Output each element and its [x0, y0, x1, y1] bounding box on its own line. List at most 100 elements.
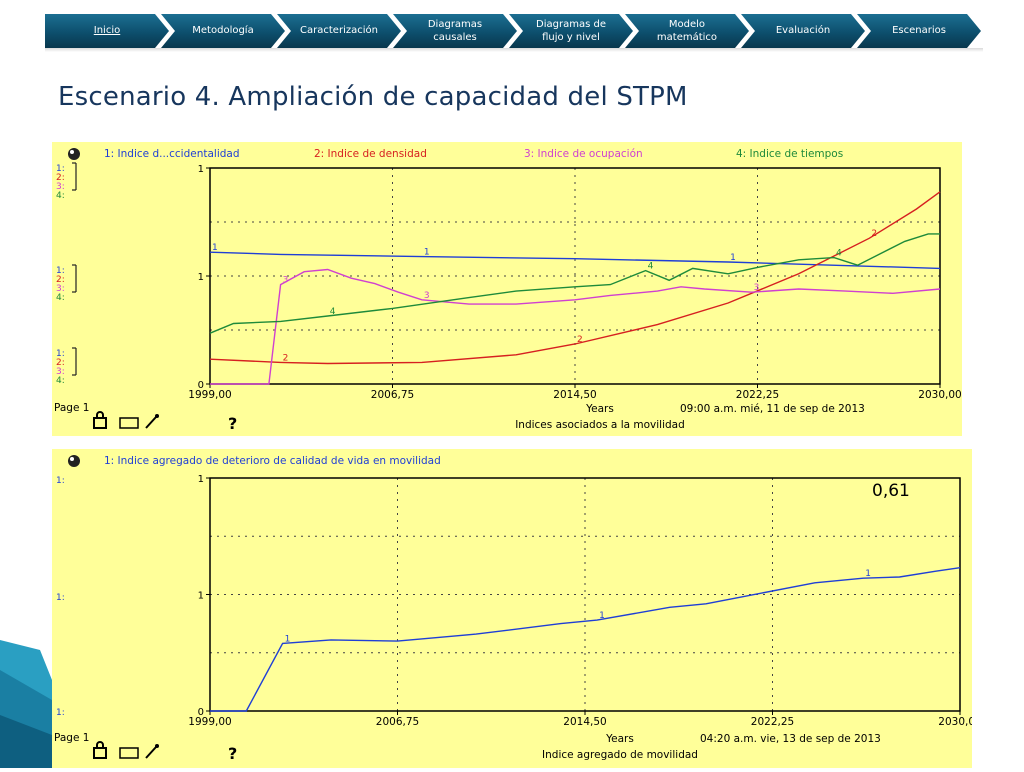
scale-label: 1: — [56, 593, 65, 603]
x-tick-label: 2030,00 — [938, 716, 972, 728]
series-marker-label: 1 — [212, 243, 218, 253]
chart-caption: Indices asociados a la movilidad — [515, 419, 685, 431]
series-line-3 — [210, 268, 941, 385]
y-tick-label: 1 — [198, 591, 204, 602]
series-marker-label: 4 — [836, 249, 842, 259]
x-tick-label: 1999,00 — [188, 716, 231, 728]
series-marker-label: 1 — [599, 611, 605, 621]
x-tick-label: 1999,00 — [188, 389, 231, 401]
series-line-4 — [209, 233, 940, 334]
nav-tab-6[interactable]: Modelo matemático — [625, 14, 749, 48]
scale-label: 2: — [56, 358, 65, 368]
scale-label: 1: — [56, 476, 65, 486]
y-tick-label: 1 — [198, 474, 204, 485]
corner-shape-dark — [0, 715, 52, 768]
lock-icon-shackle — [96, 741, 104, 748]
globe-icon — [68, 455, 80, 467]
y-tick-label: 0 — [198, 380, 204, 391]
corner-decoration — [0, 640, 52, 768]
nav-tab-7[interactable]: Evaluación — [741, 14, 865, 48]
chart-indice-agregado: 1: Indice agregado de deterioro de calid… — [54, 455, 982, 763]
help-icon: ? — [228, 744, 237, 763]
nav-tab-2[interactable]: Metodología — [161, 14, 285, 48]
scale-label: 1: — [56, 266, 65, 276]
wand-icon — [145, 746, 157, 759]
chart-indices-movilidad: 1: Indice d...ccidentalidad 2: Indice de … — [54, 148, 962, 433]
x-tick-label: 2006,75 — [371, 389, 414, 401]
series-line-1 — [210, 567, 961, 712]
nav-tab-label: Evaluación — [775, 25, 831, 37]
x-axis-label: Years — [605, 733, 634, 745]
slide-title: Escenario 4. Ampliación de capacidad del… — [58, 82, 688, 112]
scale-label: 1: — [56, 708, 65, 718]
nav-tab-label: Diagramas causales — [427, 18, 483, 43]
nav-tab-label: Caracterización — [300, 25, 378, 37]
scale-label: 3: — [56, 182, 65, 192]
scale-label: 2: — [56, 275, 65, 285]
nav-tab-3[interactable]: Caracterización — [277, 14, 401, 48]
x-tick-label: 2006,75 — [376, 716, 419, 728]
pencil-icon — [119, 747, 139, 759]
wand-icon-tip — [155, 744, 159, 748]
wand-icon-tip — [155, 414, 159, 418]
nav-tab-label: Diagramas de flujo y nivel — [536, 18, 606, 43]
x-tick-label: 2014,50 — [553, 389, 596, 401]
y-tick-label: 1 — [198, 272, 204, 283]
page-label: Page 1 — [54, 402, 89, 414]
series-marker-label: 4 — [648, 262, 654, 272]
navigation-shadow — [45, 48, 983, 52]
x-axis-label: Years — [585, 403, 614, 415]
series-line-1 — [209, 251, 941, 270]
scale-label: 4: — [56, 191, 65, 201]
series-marker-label: 3 — [424, 291, 430, 301]
nav-tab-label: Escenarios — [892, 25, 946, 37]
nav-tab-8[interactable]: Escenarios — [857, 14, 981, 48]
scale-label: 4: — [56, 376, 65, 386]
nav-tab-5[interactable]: Diagramas de flujo y nivel — [509, 14, 633, 48]
series-line-2 — [209, 191, 941, 365]
series-marker-label: 3 — [754, 283, 760, 293]
scale-label: 3: — [56, 367, 65, 377]
nav-tab-1[interactable]: Inicio — [45, 14, 169, 48]
y-tick-label: 1 — [198, 164, 204, 175]
help-icon: ? — [228, 414, 237, 433]
series-marker-label: 3 — [283, 276, 289, 286]
series-marker-label: 1 — [424, 248, 430, 258]
globe-icon — [68, 148, 80, 160]
legend-entry: 2: Indice de densidad — [314, 148, 427, 160]
series-marker-label: 1 — [865, 569, 871, 579]
navigation-bar: Inicio Metodología Caracterización Diagrama… — [45, 14, 983, 48]
nav-tab-4[interactable]: Diagramas causales — [393, 14, 517, 48]
scale-label: 1: — [56, 164, 65, 174]
pencil-icon — [119, 417, 139, 429]
chart-panel-indices: 1: Indice d...ccidentalidad 2: Indice de … — [52, 142, 962, 436]
scale-label: 4: — [56, 293, 65, 303]
series-marker-label: 2 — [283, 353, 289, 363]
series-marker-label: 2 — [871, 229, 877, 239]
lock-icon — [93, 417, 107, 429]
x-tick-label: 2030,00 — [918, 389, 961, 401]
nav-tab-label: Inicio — [93, 25, 121, 37]
chart-panel-agregado: 1: Indice agregado de deterioro de calid… — [52, 449, 982, 768]
x-tick-label: 2014,50 — [563, 716, 606, 728]
globe-icon-highlight — [70, 150, 74, 154]
series-marker-label: 2 — [577, 335, 583, 345]
scale-label: 2: — [56, 173, 65, 183]
wand-icon — [145, 416, 157, 429]
x-tick-label: 2022,25 — [736, 389, 779, 401]
lock-icon — [93, 747, 107, 759]
lock-icon-shackle — [96, 411, 104, 418]
legend-entry: 1: Indice agregado de deterioro de calid… — [104, 455, 441, 467]
x-tick-label: 2022,25 — [751, 716, 794, 728]
scale-label: 3: — [56, 284, 65, 294]
y-tick-label: 0 — [198, 707, 204, 718]
globe-icon-highlight — [70, 457, 74, 461]
legend-entry: 3: Indice de ocupación — [524, 148, 643, 160]
legend-entry: 4: Indice de tiempos — [736, 148, 843, 160]
scale-label: 1: — [56, 349, 65, 359]
nav-tab-label: Metodología — [192, 25, 254, 37]
nav-tab-label: Modelo matemático — [656, 18, 718, 43]
page-label: Page 1 — [54, 732, 89, 744]
value-annotation: 0,61 — [872, 481, 910, 501]
series-marker-label: 1 — [285, 634, 291, 644]
